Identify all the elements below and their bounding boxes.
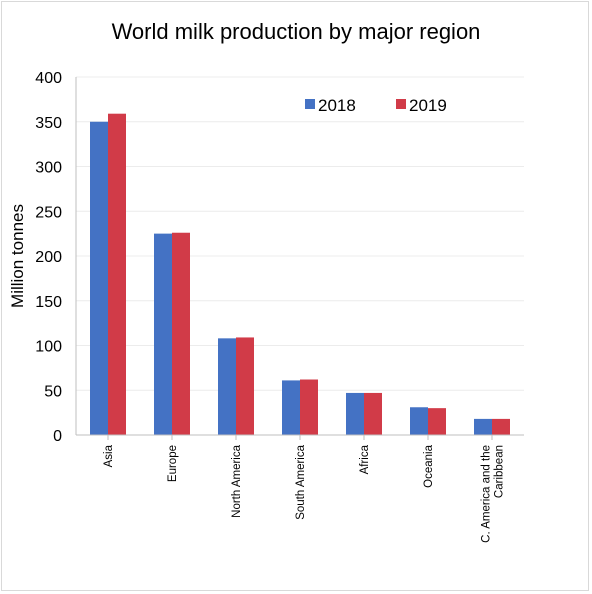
x-tick-label: Africa	[359, 444, 371, 474]
x-tick-label-line: C. America and the	[481, 445, 493, 543]
y-axis-label: Million tonnes	[8, 204, 27, 308]
bar-2019	[108, 113, 126, 435]
y-tick-labels: 0 50 100 150 200 250 300 350 400	[35, 70, 62, 445]
bars	[90, 113, 510, 435]
bar-2019	[492, 418, 510, 435]
x-tick-label-line: South America	[295, 444, 307, 519]
gridlines	[76, 76, 524, 391]
x-tick-label-line: Oceania	[423, 444, 435, 487]
y-tick-label: 300	[35, 160, 62, 177]
legend-label: 2018	[318, 96, 356, 115]
axes	[75, 77, 524, 440]
x-tick-label-line: Europe	[167, 445, 179, 482]
chart-title: World milk production by major region	[112, 19, 481, 44]
bar-2018	[90, 121, 108, 435]
x-tick-label: Europe	[167, 445, 179, 482]
y-tick-label: 400	[35, 70, 62, 87]
x-tick-label-line: Caribbean	[494, 445, 506, 498]
bar-2019	[300, 379, 318, 435]
legend-swatch	[305, 99, 315, 109]
x-tick-labels: Asia Europe North America South America Afri…	[103, 444, 506, 542]
bar-2018	[282, 380, 300, 435]
y-tick-label: 50	[44, 383, 62, 400]
bar-2019	[236, 337, 254, 435]
bar-2018	[474, 418, 492, 435]
x-tick-label-line: Africa	[359, 444, 371, 474]
legend-item-2018: 2018	[305, 96, 356, 115]
bar-2019	[364, 392, 382, 435]
x-tick-label: South America	[295, 444, 307, 519]
y-tick-label: 350	[35, 115, 62, 132]
y-tick-label: 150	[35, 294, 62, 311]
y-tick-label: 100	[35, 339, 62, 356]
bar-2019	[172, 232, 190, 435]
x-tick-label: Asia	[103, 444, 115, 467]
x-tick-label: C. America and the Caribbean	[481, 445, 506, 543]
legend-swatch	[396, 99, 406, 109]
bar-2018	[154, 233, 172, 435]
y-tick-label: 0	[53, 428, 62, 445]
x-tick-label: Oceania	[423, 444, 435, 487]
legend-label: 2019	[409, 96, 447, 115]
legend: 2018 2019	[305, 96, 447, 115]
bar-2018	[410, 407, 428, 435]
legend-item-2019: 2019	[396, 96, 447, 115]
x-tick-label: North America	[231, 444, 243, 517]
bar-2018	[218, 338, 236, 435]
bar-2018	[346, 392, 364, 435]
x-tick-label-line: North America	[231, 444, 243, 517]
x-tick-label-line: Asia	[103, 444, 115, 467]
bar-2019	[428, 408, 446, 435]
y-tick-label: 250	[35, 204, 62, 221]
y-tick-label: 200	[35, 249, 62, 266]
